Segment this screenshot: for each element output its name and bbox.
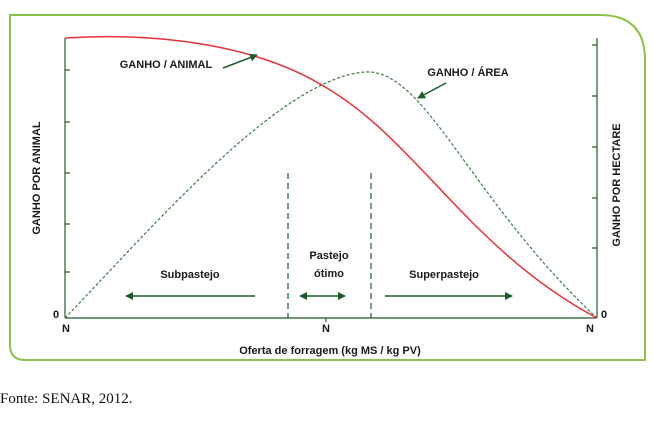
zero-label: 0 (601, 309, 607, 321)
x-mark: N (62, 323, 70, 335)
frame (9, 14, 646, 361)
zone-label: ótimo (314, 268, 344, 280)
zone-label: Superpastejo (409, 269, 479, 281)
animal-gain-curve (64, 35, 598, 319)
zone-label: Subpastejo (160, 269, 220, 281)
zone-label: Pastejo (309, 250, 348, 262)
arrows (125, 53, 513, 300)
area-gain-curve (64, 71, 598, 319)
x-mark: N (586, 323, 594, 335)
source-note: Fonte: SENAR, 2012. (0, 391, 133, 407)
x-axis-label: Oferta de forragem (kg MS / kg PV) (239, 345, 421, 357)
x-mark: N (322, 323, 330, 335)
curve-label: GANHO / ANIMAL (120, 59, 213, 71)
axes (64, 38, 598, 322)
y2-axis-label: GANHO POR HECTARE (611, 123, 623, 246)
curve-label: GANHO / ÁREA (427, 66, 508, 79)
zero-label: 0 (53, 309, 59, 321)
y-axis-label: GANHO POR ANIMAL (31, 121, 43, 235)
